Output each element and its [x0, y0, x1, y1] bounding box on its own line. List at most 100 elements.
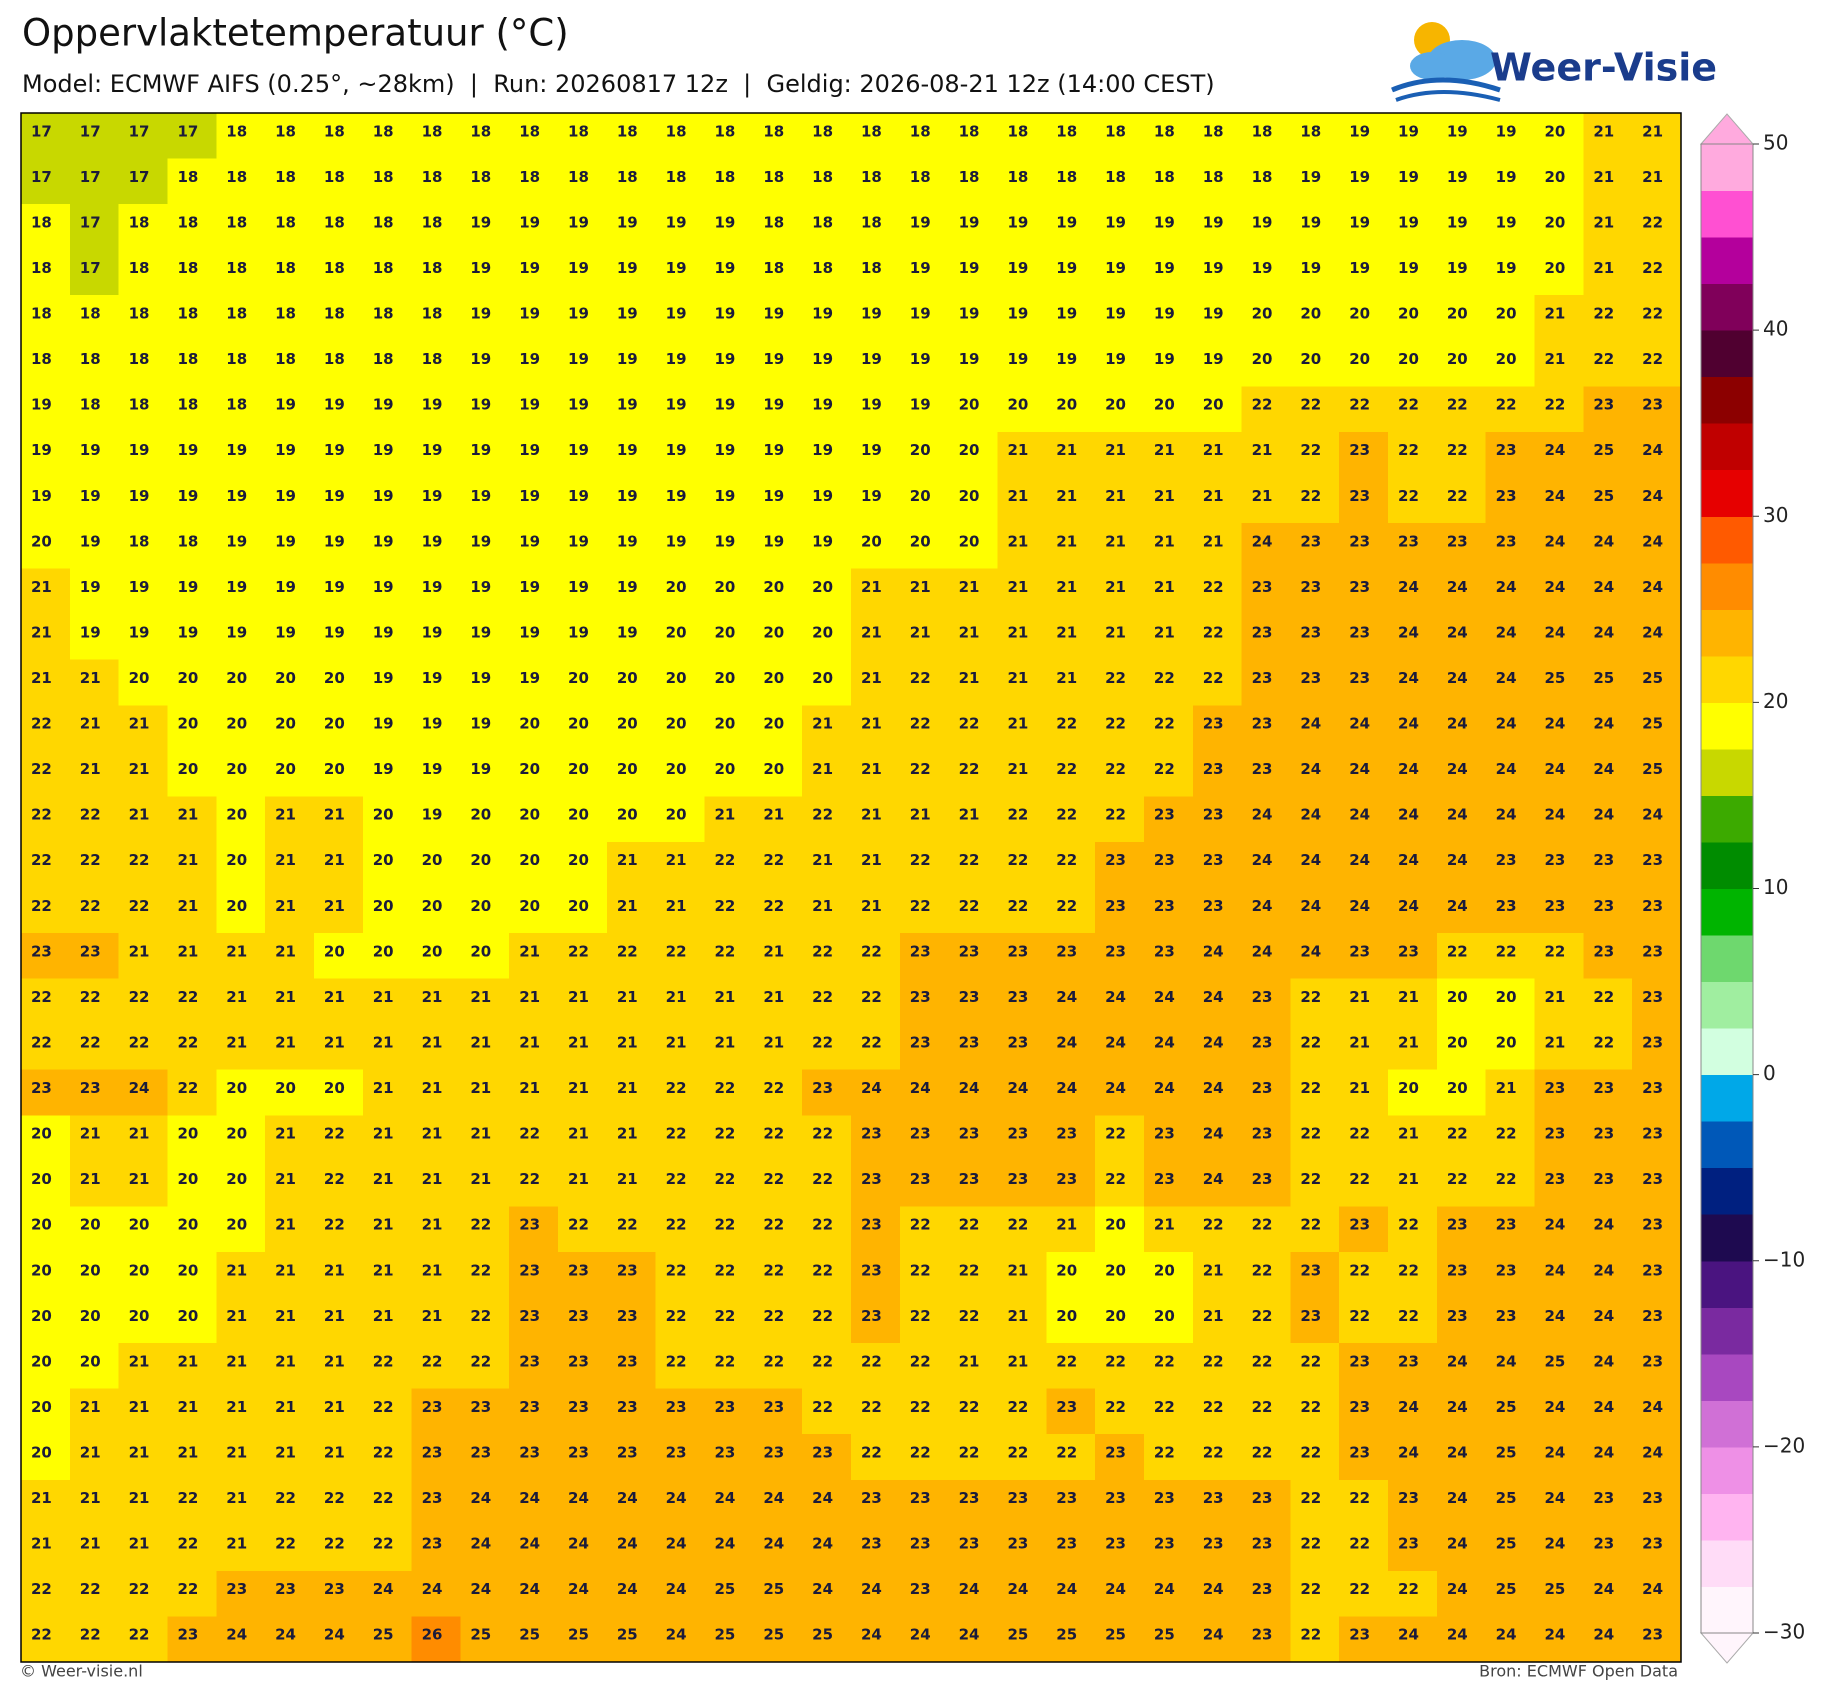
- cell: [802, 431, 852, 479]
- cell-value: 24: [910, 1079, 931, 1097]
- cell-value: 24: [1593, 1307, 1614, 1325]
- cell: [1339, 1616, 1389, 1663]
- cell: [948, 796, 999, 843]
- cell: [1339, 933, 1389, 980]
- cell: [21, 750, 71, 797]
- cell: [558, 1115, 608, 1162]
- cell: [460, 1069, 510, 1116]
- cell: [411, 841, 462, 889]
- cell: [558, 1251, 608, 1299]
- cell-value: 25: [1593, 487, 1614, 505]
- cell-value: 19: [959, 259, 980, 277]
- cell-value: 22: [1300, 1079, 1321, 1097]
- cell: [899, 1616, 950, 1663]
- cell-value: 21: [226, 1489, 247, 1507]
- cell: [1534, 614, 1584, 661]
- cell-value: 19: [715, 396, 736, 414]
- cell-value: 18: [422, 305, 443, 323]
- cell: [1583, 1251, 1633, 1299]
- cell: [167, 1206, 217, 1253]
- cell-value: 22: [959, 760, 980, 778]
- cell: [216, 249, 266, 296]
- cell: [1095, 1024, 1145, 1071]
- cell: [1632, 158, 1682, 205]
- cell: [69, 386, 120, 433]
- cell-value: 21: [1545, 1033, 1566, 1051]
- cell: [69, 659, 120, 706]
- cell-value: 23: [1154, 806, 1175, 824]
- colorbar-band: [1701, 795, 1753, 843]
- cell: [753, 1115, 803, 1162]
- cell-value: 19: [666, 487, 687, 505]
- cell: [118, 1434, 169, 1481]
- cell-value: 21: [324, 1261, 345, 1279]
- cell-value: 19: [715, 487, 736, 505]
- cell-value: 23: [959, 988, 980, 1006]
- cell-value: 20: [1545, 213, 1566, 231]
- cell-value: 24: [470, 1535, 491, 1553]
- cell: [558, 568, 608, 615]
- cell: [851, 1206, 901, 1253]
- cell: [1388, 887, 1438, 934]
- cell-value: 24: [1593, 760, 1614, 778]
- colorbar-band: [1701, 609, 1753, 657]
- cell-value: 21: [959, 806, 980, 824]
- cell: [509, 796, 559, 843]
- cell: [411, 933, 462, 980]
- cell: [313, 1069, 364, 1116]
- cell-value: 19: [80, 623, 101, 641]
- cell-value: 18: [1252, 122, 1273, 140]
- cell: [1485, 477, 1536, 524]
- cell: [802, 204, 852, 251]
- cell: [802, 1160, 852, 1208]
- cell-value: 20: [959, 487, 980, 505]
- cell: [1192, 1434, 1243, 1481]
- cell: [216, 978, 266, 1025]
- logo-icon: [1391, 22, 1501, 102]
- cell: [704, 295, 754, 342]
- cell-value: 25: [715, 1626, 736, 1644]
- cell: [997, 1251, 1047, 1299]
- cell-value: 22: [1496, 396, 1517, 414]
- cell-value: 24: [666, 1535, 687, 1553]
- cell-value: 24: [1545, 441, 1566, 459]
- cell-value: 23: [910, 1535, 931, 1553]
- cell: [265, 523, 315, 570]
- cell: [1339, 1069, 1389, 1116]
- cell: [1046, 204, 1096, 251]
- cell-value: 22: [1105, 715, 1126, 733]
- cell-value: 19: [177, 578, 198, 596]
- cell-value: 19: [129, 441, 150, 459]
- cell: [1095, 933, 1145, 980]
- cell: [1485, 340, 1536, 387]
- cell-value: 23: [1154, 1535, 1175, 1553]
- cell: [704, 113, 754, 160]
- cell: [1485, 1479, 1536, 1526]
- cell-value: 22: [1203, 1443, 1224, 1461]
- cell: [997, 705, 1047, 752]
- cell-value: 19: [715, 441, 736, 459]
- cell-value: 21: [373, 1307, 394, 1325]
- cell: [802, 659, 852, 706]
- colorbar-tick-label: 50: [1763, 131, 1788, 155]
- cell-value: 22: [1496, 942, 1517, 960]
- cell-value: 22: [763, 1261, 784, 1279]
- cell: [753, 887, 803, 934]
- cell-value: 24: [1398, 1626, 1419, 1644]
- cell: [460, 1206, 510, 1253]
- cell-value: 22: [80, 988, 101, 1006]
- cell: [704, 887, 754, 934]
- cell-value: 23: [1398, 1352, 1419, 1370]
- cell: [1046, 887, 1096, 934]
- cell: [1192, 1297, 1243, 1344]
- cell-value: 22: [177, 988, 198, 1006]
- cell: [1339, 659, 1389, 706]
- cell: [606, 1297, 657, 1344]
- cell-value: 19: [31, 396, 52, 414]
- cell-value: 20: [1203, 396, 1224, 414]
- cell: [1632, 249, 1682, 296]
- cell-value: 19: [470, 213, 491, 231]
- cell: [1143, 1297, 1194, 1344]
- cell: [1534, 477, 1584, 524]
- cell-value: 23: [1349, 942, 1370, 960]
